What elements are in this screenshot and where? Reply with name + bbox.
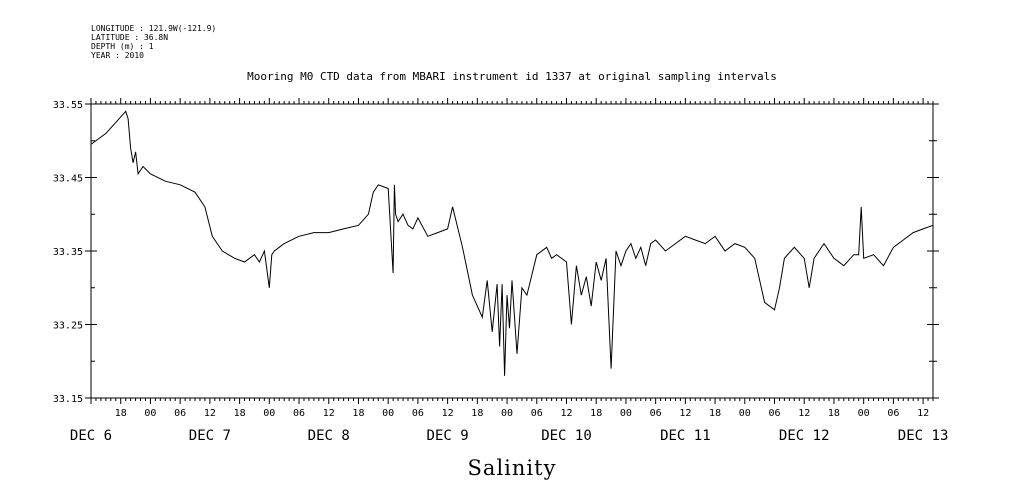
y-tick-label: 33.55 xyxy=(53,100,83,111)
x-tick-label: 00 xyxy=(263,408,275,419)
x-tick-label: 18 xyxy=(234,408,246,419)
x-tick-label: 06 xyxy=(293,408,305,419)
x-tick-label: 12 xyxy=(679,408,691,419)
x-date-label: DEC 9 xyxy=(427,428,469,444)
x-date-label: DEC 6 xyxy=(70,428,112,444)
x-tick-label: 18 xyxy=(590,408,602,419)
x-tick-label: 00 xyxy=(501,408,513,419)
x-tick-label: 12 xyxy=(798,408,810,419)
x-tick-label: 00 xyxy=(382,408,394,419)
x-tick-label: 06 xyxy=(174,408,186,419)
x-tick-label: 18 xyxy=(709,408,721,419)
meta-latitude: LATITUDE : 36.8N xyxy=(91,33,168,42)
x-tick-label: 18 xyxy=(471,408,483,419)
meta-year: YEAR : 2010 xyxy=(91,51,144,60)
y-axis: 33.55 33.45 33.35 33.25 33.15 xyxy=(53,100,939,405)
x-tick-label: 06 xyxy=(650,408,662,419)
series-layer xyxy=(90,110,934,376)
x-tick-label: 12 xyxy=(560,408,572,419)
x-date-label: DEC 10 xyxy=(541,428,592,444)
x-tick-label: 12 xyxy=(323,408,335,419)
x-tick-label: 12 xyxy=(917,408,929,419)
x-tick-label: 18 xyxy=(352,408,364,419)
x-tick-label: 06 xyxy=(768,408,780,419)
x-axis: 18 00 06 12 18 00 06 12 18 00 06 12 18 00 06 12 18 00 06 12… xyxy=(70,98,948,444)
salinity-line xyxy=(90,110,934,376)
meta-longitude: LONGITUDE : 121.9W(-121.9) xyxy=(91,24,216,33)
y-tick-label: 33.15 xyxy=(53,394,83,405)
x-date-label: DEC 11 xyxy=(660,428,711,444)
metadata-block: LONGITUDE : 121.9W(-121.9) LATITUDE : 36… xyxy=(91,24,216,60)
plot-frame xyxy=(90,103,934,399)
x-tick-label: 00 xyxy=(739,408,751,419)
x-date-label: DEC 7 xyxy=(189,428,231,444)
x-tick-label: 06 xyxy=(887,408,899,419)
x-tick-label: 00 xyxy=(144,408,156,419)
x-tick-label: 18 xyxy=(115,408,127,419)
x-tick-label: 06 xyxy=(531,408,543,419)
x-axis-label: Salinity xyxy=(468,456,557,480)
chart-title: Mooring M0 CTD data from MBARI instrumen… xyxy=(247,70,777,83)
y-tick-label: 33.25 xyxy=(53,321,83,332)
x-tick-label: 06 xyxy=(412,408,424,419)
y-tick-label: 33.35 xyxy=(53,247,83,258)
x-date-label: DEC 8 xyxy=(308,428,350,444)
x-tick-label: 00 xyxy=(620,408,632,419)
meta-depth: DEPTH (m) : 1 xyxy=(91,42,154,51)
x-tick-label: 12 xyxy=(204,408,216,419)
x-date-label: DEC 13 xyxy=(898,428,949,444)
x-tick-label: 12 xyxy=(442,408,454,419)
x-date-label: DEC 12 xyxy=(779,428,830,444)
y-tick-label: 33.45 xyxy=(53,174,83,185)
x-tick-label: 18 xyxy=(828,408,840,419)
x-tick-label: 00 xyxy=(858,408,870,419)
